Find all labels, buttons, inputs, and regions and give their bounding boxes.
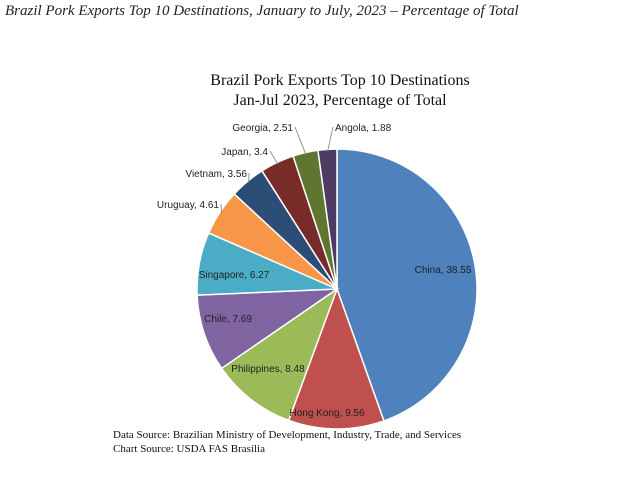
leader-line-uruguay	[220, 203, 222, 214]
data-label-japan: Japan, 3.4	[221, 147, 268, 158]
pie-slice-china	[336, 148, 478, 422]
data-label-china: China, 38.55	[415, 265, 472, 276]
pie-slice-angola	[317, 148, 338, 290]
pie-labels: China, 38.55 Hong Kong, 9.56 Philippines, …	[157, 123, 472, 419]
data-label-chile: Chile, 7.69	[204, 314, 252, 325]
pie-slice-philippines	[220, 287, 339, 422]
data-label-angola: Angola, 1.88	[335, 123, 392, 134]
data-label-uruguay: Uruguay, 4.61	[157, 200, 220, 211]
leader-line-japan	[269, 150, 279, 165]
data-source-note: Data Source: Brazilian Ministry of Devel…	[113, 429, 462, 441]
leader-line-angola	[327, 126, 334, 152]
pie-leader-lines	[220, 126, 334, 214]
leader-line-georgia	[294, 126, 307, 155]
pie-slices	[196, 148, 478, 430]
pie-slice-hong-kong	[287, 286, 385, 430]
page-caption: Brazil Pork Exports Top 10 Destinations,…	[5, 3, 519, 19]
data-label-georgia: Georgia, 2.51	[232, 123, 293, 134]
data-label-singapore: Singapore, 6.27	[199, 270, 270, 281]
data-label-vietnam: Vietnam, 3.56	[185, 169, 247, 180]
chart-subtitle: Jan-Jul 2023, Percentage of Total	[233, 92, 447, 109]
chart-title: Brazil Pork Exports Top 10 Destinations	[210, 72, 470, 89]
data-label-hong-kong: Hong Kong, 9.56	[289, 408, 364, 419]
chart-source-note: Chart Source: USDA FAS Brasília	[113, 443, 265, 455]
data-label-philippines: Philippines, 8.48	[231, 364, 305, 375]
